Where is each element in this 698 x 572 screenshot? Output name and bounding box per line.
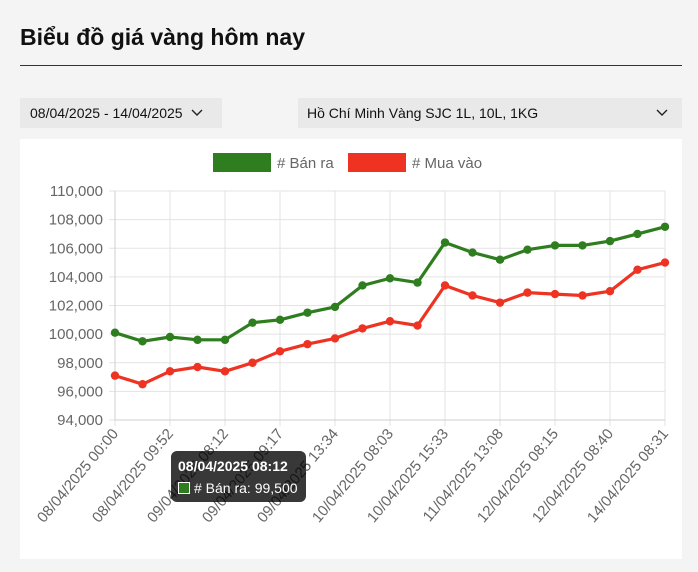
legend-label[interactable]: # Mua vào xyxy=(412,155,482,172)
y-tick-label: 104,000 xyxy=(49,269,103,286)
tooltip-label: # Bán ra: 99,500 xyxy=(194,480,298,496)
chart-panel: 110,000 108,000 106,000 104,000 102,000 100,0… xyxy=(20,139,682,559)
data-point[interactable] xyxy=(138,380,147,389)
data-point[interactable] xyxy=(303,308,312,317)
data-point[interactable] xyxy=(330,334,340,343)
data-point[interactable] xyxy=(495,255,505,264)
data-point[interactable] xyxy=(550,241,560,250)
data-point[interactable] xyxy=(248,318,257,327)
y-tick-label: 96,000 xyxy=(57,383,103,400)
data-point[interactable] xyxy=(605,236,615,246)
data-point[interactable] xyxy=(413,278,422,287)
y-tick-label: 100,000 xyxy=(49,326,103,343)
data-point[interactable] xyxy=(660,258,670,267)
data-point[interactable] xyxy=(605,286,615,296)
data-point[interactable] xyxy=(165,332,175,342)
y-tick-label: 108,000 xyxy=(49,212,103,229)
data-point[interactable] xyxy=(385,274,395,283)
data-point[interactable] xyxy=(138,337,147,346)
data-point[interactable] xyxy=(110,328,120,337)
data-point[interactable] xyxy=(440,281,450,290)
data-point[interactable] xyxy=(523,245,532,254)
data-point[interactable] xyxy=(633,265,642,274)
data-point[interactable] xyxy=(303,339,312,349)
chevron-down-icon xyxy=(656,107,668,119)
y-tick-label: 106,000 xyxy=(49,240,103,257)
data-point[interactable] xyxy=(275,315,285,325)
legend-label[interactable]: # Bán ra xyxy=(277,155,334,172)
legend-swatch[interactable] xyxy=(213,153,271,172)
data-point[interactable] xyxy=(440,238,450,247)
data-point[interactable] xyxy=(578,241,587,250)
data-point[interactable] xyxy=(193,362,202,372)
data-point[interactable] xyxy=(330,302,340,312)
tooltip-swatch xyxy=(178,482,190,494)
title-divider xyxy=(20,65,682,66)
data-point[interactable] xyxy=(550,289,560,299)
data-point[interactable] xyxy=(468,248,477,257)
date-range-select[interactable]: 08/04/2025 - 14/04/2025 xyxy=(20,98,222,128)
data-point[interactable] xyxy=(578,291,587,300)
y-tick-label: 94,000 xyxy=(57,412,103,429)
data-point[interactable] xyxy=(275,347,285,356)
y-tick-label: 110,000 xyxy=(50,183,103,200)
data-point[interactable] xyxy=(110,371,120,380)
legend-swatch[interactable] xyxy=(348,153,406,172)
data-point[interactable] xyxy=(220,335,230,345)
location-value: Hồ Chí Minh Vàng SJC 1L, 10L, 1KG xyxy=(307,105,539,121)
gold-price-chart[interactable]: 110,000 108,000 106,000 104,000 102,000 100,0… xyxy=(20,139,682,559)
data-point[interactable] xyxy=(165,367,175,376)
tooltip-title: 08/04/2025 08:12 xyxy=(178,458,288,474)
page-title: Biểu đồ giá vàng hôm nay xyxy=(20,24,305,50)
data-point[interactable] xyxy=(385,317,395,326)
data-point[interactable] xyxy=(358,281,367,290)
date-range-value: 08/04/2025 - 14/04/2025 xyxy=(30,105,183,121)
data-point[interactable] xyxy=(633,229,642,239)
chevron-down-icon xyxy=(191,107,203,119)
data-point[interactable] xyxy=(358,324,367,333)
data-point[interactable] xyxy=(495,298,505,307)
data-point[interactable] xyxy=(413,321,422,330)
data-point[interactable] xyxy=(660,222,670,231)
y-tick-label: 102,000 xyxy=(49,298,103,315)
chart-tooltip: 08/04/2025 08:12 # Bán ra: 99,500 xyxy=(171,451,306,502)
data-point[interactable] xyxy=(523,288,532,297)
data-point[interactable] xyxy=(193,335,202,345)
data-point[interactable] xyxy=(248,358,257,367)
data-point[interactable] xyxy=(468,291,477,300)
tooltip-row: # Bán ra: 99,500 xyxy=(178,480,298,496)
y-tick-label: 98,000 xyxy=(57,355,103,372)
data-point[interactable] xyxy=(220,367,230,376)
location-select[interactable]: Hồ Chí Minh Vàng SJC 1L, 10L, 1KG xyxy=(298,98,682,128)
